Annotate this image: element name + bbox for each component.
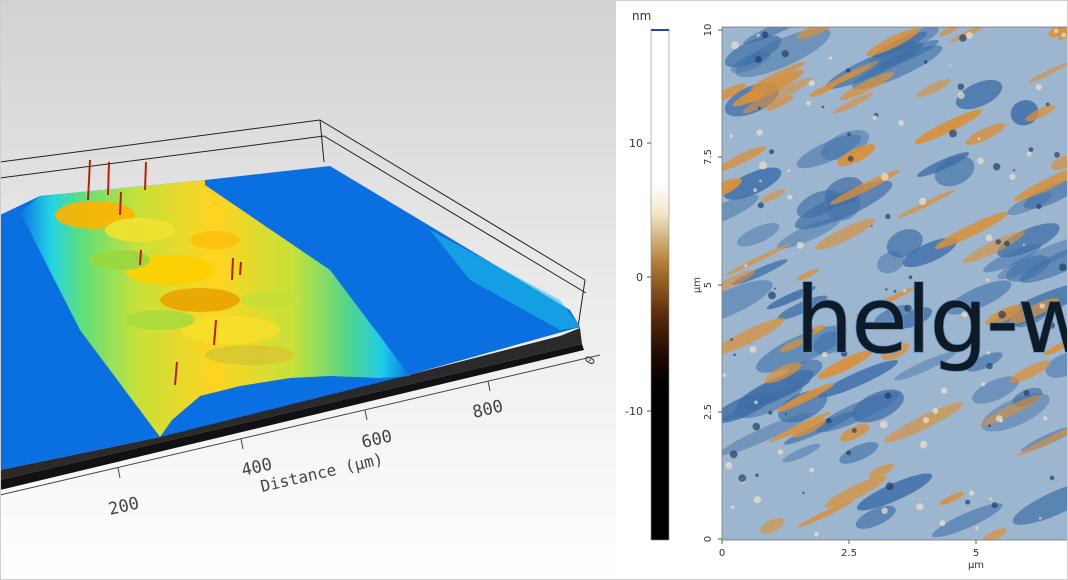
x-tick-0-um: 0	[719, 548, 725, 559]
y-tick-7.5: 7.5	[703, 149, 714, 165]
surface-spikes	[87, 159, 242, 386]
afm-height-map: helg-w	[722, 27, 1068, 540]
map-frame	[721, 26, 1068, 541]
map-texture	[722, 27, 1068, 540]
y-tick-0: 0	[703, 536, 714, 542]
colorbar-tick-10: 10	[629, 137, 643, 150]
map-x-axis: 0 2.5 5 µm	[719, 540, 984, 571]
map-y-axis: 10 7.5 5 2.5 0 µm	[692, 24, 722, 542]
colorbar-gradient	[650, 29, 670, 541]
afm-panel: nm 10 0 -10 helg-w	[616, 0, 1068, 580]
substrate-edge-highlight	[430, 230, 580, 330]
colorbar: nm 10 0 -10	[625, 9, 670, 541]
y-axis-label: µm	[692, 277, 703, 293]
profile-3d-panel: 200 400 600 800 0 Distance (µm)	[0, 0, 616, 580]
y-tick-10: 10	[703, 24, 714, 37]
sample-base-edge	[0, 344, 584, 490]
x-tick-5-um: 5	[973, 548, 979, 559]
engraved-text: helg-w	[795, 267, 1068, 374]
x-axis-label-um: µm	[968, 560, 984, 571]
colorbar-tick-neg10: -10	[625, 405, 643, 418]
x-tick-2.5-um: 2.5	[841, 548, 857, 559]
y-tick-5: 5	[703, 282, 714, 288]
strip-texture	[55, 201, 300, 365]
colorbar-tick-0: 0	[636, 271, 643, 284]
colorbar-unit: nm	[632, 9, 651, 23]
y-tick-2.5: 2.5	[703, 404, 714, 420]
